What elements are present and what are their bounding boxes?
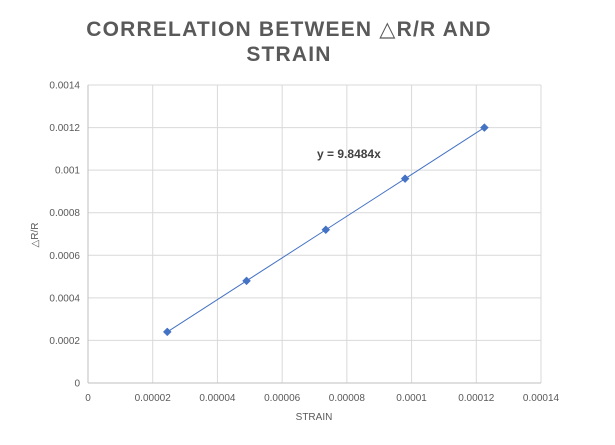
data-point <box>162 327 172 337</box>
chart-title: CORRELATION BETWEEN △R/R AND STRAIN <box>86 18 492 66</box>
data-point <box>480 123 489 132</box>
chart-title-line-1: CORRELATION BETWEEN △R/R AND <box>86 18 492 41</box>
axes <box>87 85 541 384</box>
data-point <box>321 225 331 235</box>
x-tick-labels: 0 0.00002 0.00004 0.00006 0.00008 0.0001 0.000… <box>85 393 559 404</box>
y-tick-label: 0.0004 <box>49 293 80 304</box>
y-tick-label: 0.0014 <box>49 81 80 92</box>
x-axis-label: STRAIN <box>296 412 333 423</box>
x-tick-label: 0.0001 <box>396 393 427 404</box>
y-tick-label: 0 <box>74 379 80 390</box>
x-tick-label: 0 <box>85 393 91 404</box>
y-tick-label: 0.001 <box>55 166 80 177</box>
y-tick-label: 0.0008 <box>49 208 80 219</box>
x-tick-label: 0.00002 <box>135 393 172 404</box>
x-tick-label: 0.00004 <box>199 393 236 404</box>
gridlines <box>88 84 542 383</box>
y-axis-label: △R/R <box>30 223 41 248</box>
y-tick-label: 0.0002 <box>49 336 80 347</box>
y-tick-label: 0.0012 <box>49 123 80 134</box>
data-point <box>400 174 410 184</box>
x-tick-label: 0.00012 <box>458 393 495 404</box>
x-tick-label: 0.00014 <box>523 393 560 404</box>
data-point <box>242 276 251 286</box>
x-tick-label: 0.00008 <box>329 393 366 404</box>
y-tick-label: 0.0006 <box>49 251 80 262</box>
y-tick-labels: 0 0.0002 0.0004 0.0006 0.0008 0.001 0.0012 0.00… <box>49 81 80 390</box>
x-tick-label: 0.00006 <box>264 393 301 404</box>
trendline-equation: y = 9.8484x <box>317 147 381 161</box>
data-series <box>162 123 489 337</box>
chart-title-line-2: STRAIN <box>246 43 331 66</box>
